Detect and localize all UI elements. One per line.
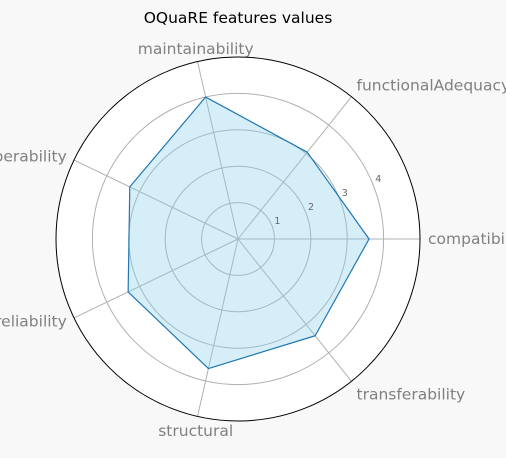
series-layer	[127, 96, 370, 370]
grid-spoke	[197, 61, 239, 240]
category-labels: compatibility functionalAdequacy maintaina…	[0, 40, 506, 440]
category-label: reliability	[0, 312, 67, 330]
chart-title: OQuaRE features values	[144, 9, 333, 27]
grid-spoke	[73, 159, 239, 240]
series-line	[127, 96, 370, 370]
radial-tick-label: 1	[274, 216, 280, 227]
radial-tick-label: 2	[308, 202, 314, 213]
radial-tick-label: 3	[342, 188, 348, 199]
grid	[73, 61, 420, 417]
grid-spoke	[197, 238, 239, 417]
category-label: maintainability	[138, 40, 254, 58]
grid-spoke	[73, 238, 239, 319]
outer-spine	[55, 56, 421, 422]
category-label: structural	[158, 422, 233, 440]
radial-tick-labels: 1 2 3 4	[274, 174, 381, 227]
category-label: compatibility	[428, 230, 506, 248]
category-label: functionalAdequacy	[357, 77, 506, 95]
category-label: transferability	[357, 386, 466, 404]
category-label: operability	[0, 148, 67, 166]
series-area	[128, 97, 370, 369]
radial-tick-label: 4	[375, 174, 381, 185]
grid-spoke	[237, 238, 352, 382]
grid-spoke	[237, 96, 352, 240]
